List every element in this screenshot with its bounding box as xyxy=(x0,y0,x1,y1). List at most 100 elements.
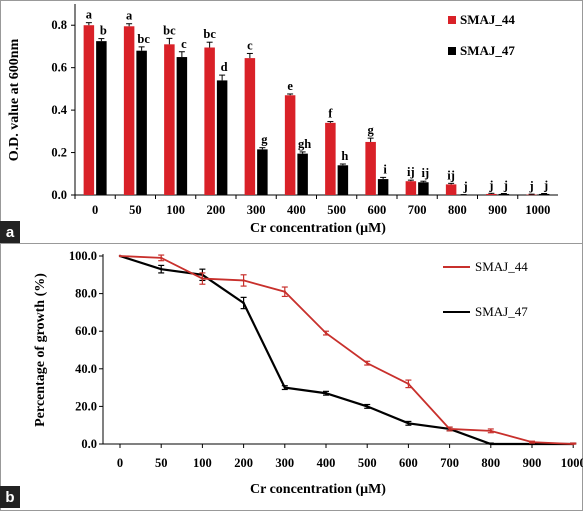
panel-a-bar-smaj_47 xyxy=(257,149,268,195)
panel-b-chart: 0.0 20.0 40.0 60.0 80.0 100.0 0 50 100 200 300 400 5… xyxy=(0,249,583,508)
panel-a-bar-smaj_47 xyxy=(176,57,188,195)
panel-a-y-tick-label: 0.2 xyxy=(51,146,67,160)
panel-a-bar-smaj_44 xyxy=(83,25,95,195)
panel-b-y-tick-label: 40.0 xyxy=(75,362,97,376)
panel-a-significance-label: j xyxy=(488,178,493,192)
panel-b-x-tick-label: 500 xyxy=(358,456,377,470)
panel-a-significance-label: j xyxy=(543,179,548,193)
panel-a-x-tick-label: 700 xyxy=(408,203,427,217)
panel-a-significance-label: j xyxy=(463,180,468,194)
panel-b-x-tick-label: 200 xyxy=(234,456,253,470)
panel-a-bar-smaj_44 xyxy=(325,122,336,195)
panel-a-y-tick-label: 0.8 xyxy=(51,18,67,32)
panel-a-y-tick-label: 0.0 xyxy=(51,188,67,202)
panel-b-point-smaj_44 xyxy=(242,279,245,282)
panel-a-x-tick-label: 100 xyxy=(166,203,185,217)
panel-a-bar-smaj_47 xyxy=(337,165,349,195)
panel-b-legend-smaj47: SMAJ_47 xyxy=(475,304,528,319)
panel-a-letter: a xyxy=(6,224,15,241)
panel-a-bar-smaj_47 xyxy=(458,195,469,196)
panel-b-x-tick-label: 300 xyxy=(275,456,294,470)
panel-a-bar-smaj_44 xyxy=(526,194,537,196)
panel-b-x-tick-label: 0 xyxy=(117,456,123,470)
panel-a-significance-label: h xyxy=(341,149,348,163)
panel-a-significance-label: b xyxy=(100,24,107,38)
panel-a-significance-label: e xyxy=(287,79,293,93)
panel-a-significance-label: ij xyxy=(407,165,415,179)
panel-a-bar-smaj_44 xyxy=(365,141,376,195)
panel-b-point-smaj_44 xyxy=(160,256,163,260)
panel-a-significance-label: c xyxy=(181,37,187,51)
panel-b-point-smaj_44 xyxy=(530,440,534,444)
panel-b-point-smaj_44 xyxy=(407,382,410,386)
panel-b-point-smaj_47 xyxy=(324,392,328,395)
panel-b-line-smaj_47 xyxy=(119,254,574,446)
panel-a-bar-smaj_47 xyxy=(418,182,429,195)
panel-b-point-smaj_44 xyxy=(448,427,451,431)
panel-b-legend-smaj44: SMAJ_44 xyxy=(475,259,528,274)
panel-b-x-tick-label: 700 xyxy=(440,456,459,470)
panel-a-bar-smaj_47 xyxy=(216,80,228,195)
panel-a-bar-smaj_47 xyxy=(96,41,107,196)
panel-a-significance-label: j xyxy=(529,179,534,193)
panel-a-significance-label: bc xyxy=(137,32,150,46)
panel-b-x-tick-label: 600 xyxy=(399,456,418,470)
panel-a-bar-smaj_44 xyxy=(244,58,256,195)
panel-a-significance-label: i xyxy=(383,162,387,176)
panel-b-letter-box xyxy=(0,486,20,508)
panel-a-bar-smaj_47 xyxy=(297,153,308,195)
panel-b-point-smaj_44 xyxy=(118,254,122,258)
panel-b-point-smaj_47 xyxy=(242,301,245,305)
panel-a-bar-smaj_47 xyxy=(377,179,389,195)
panel-a-bar-smaj_44 xyxy=(204,47,215,195)
panel-a-legend-swatch-smaj47 xyxy=(448,47,456,55)
panel-b-x-axis-title: Cr concentration (μM) xyxy=(250,482,386,497)
panel-a-legend-smaj44: SMAJ_44 xyxy=(460,12,515,27)
panel-a-significance-label: d xyxy=(221,60,228,74)
panel-b-y-tick-label: 20.0 xyxy=(75,399,97,413)
panel-b-y-axis-title: Percentage of growth (%) xyxy=(33,273,48,427)
panel-a-bar-smaj_44 xyxy=(486,193,497,195)
panel-b-point-smaj_44 xyxy=(489,429,492,433)
panel-a-significance-label: a xyxy=(126,9,133,23)
panel-b-x-tick-label: 1000 xyxy=(561,456,583,470)
panel-a-x-tick-label: 600 xyxy=(368,203,387,217)
panel-a-significance-label: g xyxy=(261,133,268,147)
panel-b-line-smaj_44 xyxy=(119,255,574,445)
panel-b-point-smaj_44 xyxy=(572,442,575,446)
panel-b-point-smaj_47 xyxy=(160,267,163,271)
panel-b-x-tick-label: 100 xyxy=(193,456,212,470)
panel-a-significance-label: f xyxy=(328,107,333,121)
panel-a-bar-smaj_44 xyxy=(405,181,417,195)
panel-a-y-axis-title: O.D. value at 600nm xyxy=(7,38,22,161)
panel-a-legend-smaj47: SMAJ_47 xyxy=(460,43,515,58)
panel-b-letter: b xyxy=(5,489,14,506)
panel-a-bar-smaj_44 xyxy=(123,26,135,196)
panel-b-x-tick-label: 800 xyxy=(481,456,500,470)
panel-a-x-tick-label: 0 xyxy=(92,203,98,217)
panel-a-x-tick-label: 1000 xyxy=(525,203,550,217)
panel-a-bar-smaj_47 xyxy=(136,50,147,195)
panel-b-point-smaj_47 xyxy=(407,422,410,425)
panel-a-significance-label: gh xyxy=(298,137,311,151)
panel-b-point-smaj_44 xyxy=(324,331,328,335)
panel-b-x-tick-label: 400 xyxy=(317,456,336,470)
panel-a-chart: 0.00.20.40.60.80ab50abc100bcc200bcd300cg… xyxy=(0,4,558,243)
panel-a-significance-label: j xyxy=(503,179,508,193)
panel-a-x-tick-label: 200 xyxy=(207,203,226,217)
panel-a-y-tick-label: 0.6 xyxy=(51,61,67,75)
panel-a-significance-label: ij xyxy=(447,168,455,182)
panel-a-bar-smaj_44 xyxy=(164,44,175,196)
panel-a-x-tick-label: 500 xyxy=(327,203,346,217)
panel-a-significance-label: ij xyxy=(422,166,430,180)
panel-a-letter-box xyxy=(0,221,20,243)
panel-a-significance-label: bc xyxy=(163,23,176,37)
panel-a-y-tick-label: 0.4 xyxy=(51,103,67,117)
panel-b-point-smaj_44 xyxy=(366,361,369,365)
panel-a-significance-label: c xyxy=(247,38,253,52)
panel-a-legend-swatch-smaj44 xyxy=(448,16,456,24)
panel-b-y-tick-label: 80.0 xyxy=(75,287,97,301)
panel-a-x-tick-label: 400 xyxy=(287,203,306,217)
